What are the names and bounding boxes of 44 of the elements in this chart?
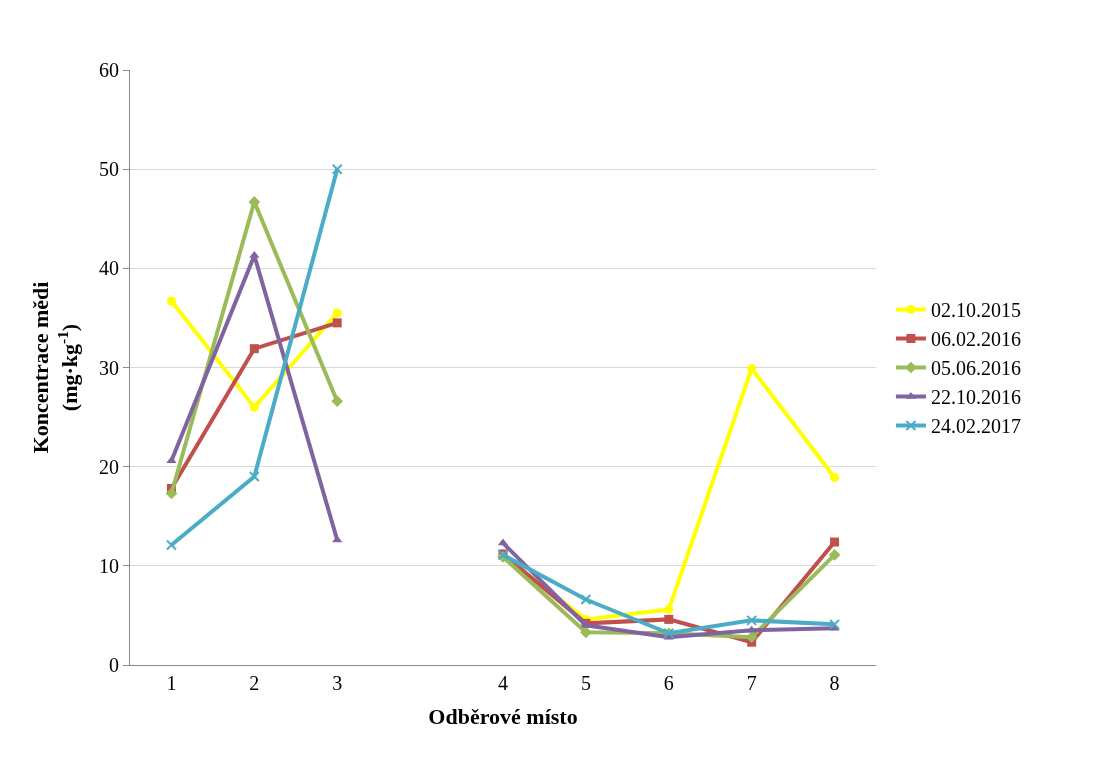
y-tick-label: 40	[99, 257, 119, 280]
point	[249, 250, 260, 258]
point	[165, 539, 177, 551]
legend-label: 05.06.2016	[930, 357, 1021, 380]
legend-label: 24.02.2017	[930, 415, 1021, 438]
point	[332, 308, 342, 318]
y-tick-label: 50	[99, 158, 119, 181]
point	[248, 471, 260, 483]
x-tick-label: 6	[663, 672, 674, 694]
point	[664, 604, 674, 614]
x-tick-label: 1	[166, 672, 177, 694]
x-axis-title: Odběrové místo	[428, 703, 578, 729]
point	[580, 594, 592, 606]
y-tick-label: 60	[99, 59, 119, 81]
point	[331, 163, 343, 175]
point	[747, 363, 757, 373]
point	[830, 473, 840, 483]
legend-label: 06.02.2016	[930, 328, 1021, 351]
point	[830, 537, 840, 547]
legend-label: 22.10.2016	[930, 386, 1021, 409]
point	[664, 614, 674, 624]
point	[746, 625, 757, 633]
point	[249, 344, 259, 354]
point	[332, 318, 342, 328]
x-tick-label: 3	[332, 672, 343, 694]
point	[828, 549, 841, 561]
x-tick-label: 5	[580, 672, 591, 694]
point	[332, 535, 343, 543]
x-tick-label: 8	[829, 672, 840, 694]
y-tick-label: 30	[99, 356, 119, 379]
point	[249, 402, 259, 412]
point	[580, 626, 592, 639]
x-tick-label: 2	[249, 672, 260, 694]
point	[166, 296, 176, 306]
point	[746, 614, 758, 626]
point	[829, 618, 841, 630]
x-tick-label: 4	[498, 672, 508, 694]
legend-label: 02.10.2015	[930, 299, 1021, 322]
y-tick-label: 10	[99, 554, 119, 577]
y-tick-label: 0	[109, 654, 119, 676]
x-tick-label: 7	[746, 672, 757, 694]
y-tick-label: 20	[99, 455, 119, 478]
point	[331, 395, 344, 408]
point	[165, 487, 178, 500]
